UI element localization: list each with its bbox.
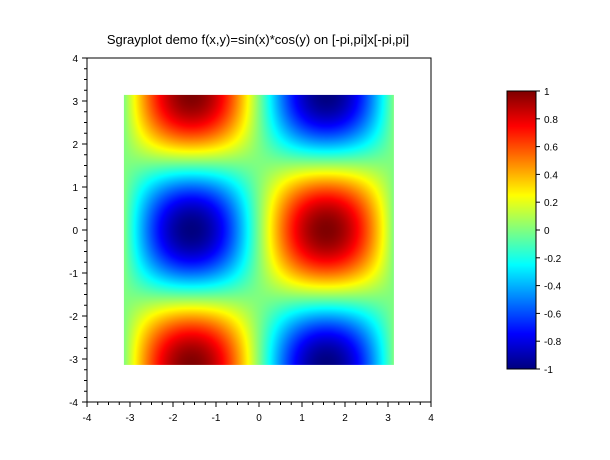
x-tick-label: 3 [385,413,391,424]
colorbar-tick-label: 0.4 [544,170,558,181]
x-tick-label: 1 [299,413,305,424]
colorbar-tick-label: 1 [544,87,550,98]
y-tick-label: 1 [72,183,78,194]
x-tick-label: -4 [83,413,92,424]
y-tick-label: -1 [69,269,78,280]
colorbar-tick-label: 0.2 [544,198,558,209]
colorbar-gradient [507,91,536,369]
x-tick-label: 4 [428,413,434,424]
x-tick-label: 0 [256,413,262,424]
y-tick-label: -3 [69,355,78,366]
colorbar-tick-label: 0.8 [544,115,558,126]
chart-title: Sgrayplot demo f(x,y)=sin(x)*cos(y) on [… [107,32,409,47]
y-tick-label: 2 [72,140,78,151]
x-tick-label: -2 [169,413,178,424]
y-tick-label: -4 [69,398,78,409]
colorbar-tick-label: -0.6 [544,309,562,320]
colorbar-ticks: 1 0.8 0.6 0.4 0.2 0 -0.2 -0.4 -0.6 -0.8 -1 [536,87,562,376]
colorbar: 1 0.8 0.6 0.4 0.2 0 -0.2 -0.4 -0.6 -0.8 -1 [506,87,562,376]
x-tick-label: 2 [342,413,348,424]
colorbar-tick-label: -0.2 [544,254,562,265]
x-tick-label: -1 [212,413,221,424]
heatmap-image [123,94,394,365]
colorbar-tick-label: 0.6 [544,143,558,154]
colorbar-tick-label: -0.4 [544,282,562,293]
y-axis: 4 3 2 1 0 -1 -2 -3 -4 [69,54,87,409]
y-tick-label: -2 [69,312,78,323]
x-axis: -4 -3 -2 -1 0 1 2 3 4 [83,402,434,424]
x-tick-label: -3 [126,413,135,424]
y-tick-label: 4 [72,54,78,65]
colorbar-tick-label: -1 [544,365,553,376]
plot-area: -4 -3 -2 -1 0 1 2 3 4 4 3 2 1 0 -1 -2 -3 -4 [69,54,434,424]
colorbar-tick-label: -0.8 [544,337,562,348]
y-tick-label: 0 [72,226,78,237]
y-tick-label: 3 [72,97,78,108]
colorbar-tick-label: 0 [544,226,550,237]
